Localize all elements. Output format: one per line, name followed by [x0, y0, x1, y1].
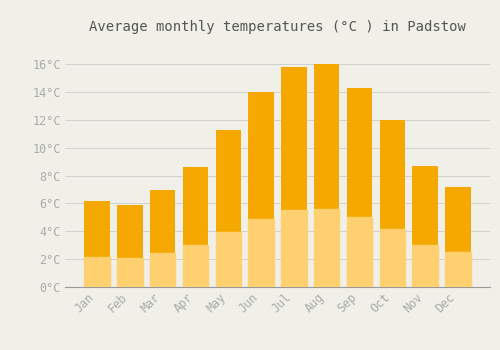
Bar [182, 167, 208, 287]
Bar [412, 166, 438, 287]
Bar [380, 120, 405, 287]
Bar [84, 201, 110, 287]
Bar [216, 232, 241, 287]
Bar [281, 67, 306, 287]
Bar [380, 229, 405, 287]
Bar [150, 253, 176, 287]
Bar [84, 257, 110, 287]
Bar [445, 187, 470, 287]
Bar [216, 130, 241, 287]
Bar [314, 64, 340, 287]
Bar [281, 210, 306, 287]
Bar [412, 245, 438, 287]
Bar [346, 217, 372, 287]
Bar [445, 252, 470, 287]
Bar [248, 219, 274, 287]
Title: Average monthly temperatures (°C ) in Padstow: Average monthly temperatures (°C ) in Pa… [89, 20, 466, 34]
Bar [182, 245, 208, 287]
Bar [117, 258, 142, 287]
Bar [346, 88, 372, 287]
Bar [117, 205, 142, 287]
Bar [150, 190, 176, 287]
Bar [314, 209, 340, 287]
Bar [248, 92, 274, 287]
